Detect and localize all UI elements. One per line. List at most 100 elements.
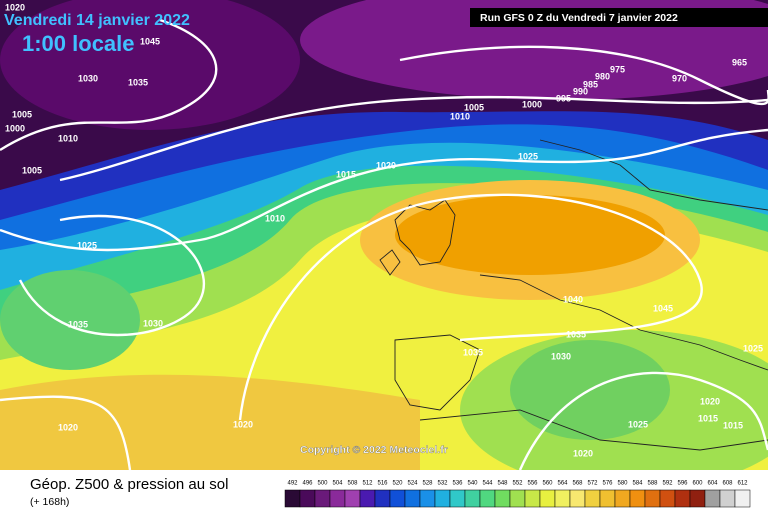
isobar-label: 1025 — [743, 343, 763, 353]
isobar-label: 1000 — [522, 99, 542, 109]
scale-label: 512 — [362, 481, 373, 487]
isobar-label: 1035 — [463, 347, 483, 357]
color-scale: 492 496 500 504 508 512 516 520 524 528 532 536 540 5… — [284, 481, 751, 508]
isobar-label: 1045 — [653, 303, 673, 313]
scale-swatch — [434, 489, 451, 508]
scale-swatch — [464, 489, 481, 508]
scale-label: 536 — [452, 481, 463, 487]
scale-label: 492 — [287, 481, 298, 487]
footer-title: Géop. Z500 & pression au sol — [30, 476, 228, 493]
scale-swatch — [689, 489, 706, 508]
scale-label: 532 — [437, 481, 448, 487]
isobar-label: 1045 — [140, 36, 160, 46]
isobar-label: 980 — [595, 71, 610, 81]
isobar-label: 990 — [573, 86, 588, 96]
map-background — [0, 0, 768, 490]
scale-swatch — [419, 489, 436, 508]
scale-swatch — [644, 489, 661, 508]
forecast-date: Vendredi 14 janvier 2022 — [4, 12, 190, 29]
scale-label: 560 — [542, 481, 553, 487]
isobar-label: 1025 — [77, 240, 97, 250]
scale-label: 496 — [302, 481, 313, 487]
scale-swatch — [704, 489, 721, 508]
isobar-label: 985 — [583, 79, 598, 89]
isobar-label: 1035 — [128, 77, 148, 87]
scale-swatch — [404, 489, 421, 508]
scale-label: 524 — [407, 481, 418, 487]
isobar-label: 1020 — [700, 396, 720, 406]
scale-swatch — [284, 489, 301, 508]
scale-swatch — [524, 489, 541, 508]
scale-label: 588 — [647, 481, 658, 487]
isobar-label: 1025 — [628, 419, 648, 429]
scale-swatch — [569, 489, 586, 508]
scale-label: 580 — [617, 481, 628, 487]
isobar-label: 970 — [672, 73, 687, 83]
isobar-label: 1020 — [233, 419, 253, 429]
scale-label: 564 — [557, 481, 568, 487]
isobar-label: 1010 — [265, 213, 285, 223]
scale-label: 596 — [677, 481, 688, 487]
scale-label: 500 — [317, 481, 328, 487]
isobar-label: 1020 — [58, 422, 78, 432]
scale-swatch — [359, 489, 376, 508]
scale-swatch — [479, 489, 496, 508]
isobar-label: 1020 — [376, 160, 396, 170]
scale-label: 528 — [422, 481, 433, 487]
scale-label: 504 — [332, 481, 343, 487]
isobar-lines — [0, 18, 768, 471]
scale-label: 592 — [662, 481, 673, 487]
scale-label: 508 — [347, 481, 358, 487]
isobar-label: 1035 — [68, 319, 88, 329]
scale-swatch — [659, 489, 676, 508]
isobar-label: 965 — [732, 57, 747, 67]
scale-label: 516 — [377, 481, 388, 487]
scale-swatch — [299, 489, 316, 508]
scale-label: 604 — [707, 481, 718, 487]
isobar-label: 1020 — [573, 448, 593, 458]
isobar-label: 1005 — [464, 102, 484, 112]
scale-swatch — [554, 489, 571, 508]
scale-swatch — [389, 489, 406, 508]
scale-swatch — [374, 489, 391, 508]
scale-label: 576 — [602, 481, 613, 487]
scale-label: 552 — [512, 481, 523, 487]
isobar-label: 1010 — [58, 133, 78, 143]
scale-swatch — [584, 489, 601, 508]
run-box — [470, 8, 768, 27]
header: Vendredi 14 janvier 2022 1:00 locale Run… — [4, 8, 768, 56]
scale-swatch — [614, 489, 631, 508]
scale-swatch — [539, 489, 556, 508]
isobar-label: 975 — [610, 64, 625, 74]
scale-label: 612 — [737, 481, 748, 487]
scale-label: 544 — [482, 481, 493, 487]
scale-swatch — [674, 489, 691, 508]
scale-label: 608 — [722, 481, 733, 487]
isobar-label: 1015 — [723, 420, 743, 430]
coastlines — [379, 139, 768, 451]
scale-swatch — [719, 489, 736, 508]
isobar-label: 1010 — [450, 111, 470, 121]
scale-swatch — [494, 489, 511, 508]
isobar-label: 1040 — [563, 294, 583, 304]
scale-swatch — [449, 489, 466, 508]
isobar-label: 1000 — [5, 123, 25, 133]
scale-swatch — [734, 489, 751, 508]
footer-subtitle: (+ 168h) — [30, 496, 69, 508]
scale-label: 568 — [572, 481, 583, 487]
isobar-label: 1030 — [551, 351, 571, 361]
isobar-label: 1025 — [518, 151, 538, 161]
isobar-label: 1005 — [22, 165, 42, 175]
isobar-label: 1030 — [78, 73, 98, 83]
scale-swatch — [329, 489, 346, 508]
copyright: Copyright © 2022 Meteociel.fr — [300, 444, 448, 456]
scale-label: 600 — [692, 481, 703, 487]
scale-label: 572 — [587, 481, 598, 487]
scale-label: 520 — [392, 481, 403, 487]
scale-label: 540 — [467, 481, 478, 487]
isobar-label: 995 — [556, 93, 571, 103]
scale-swatch — [314, 489, 331, 508]
scale-swatch — [599, 489, 616, 508]
